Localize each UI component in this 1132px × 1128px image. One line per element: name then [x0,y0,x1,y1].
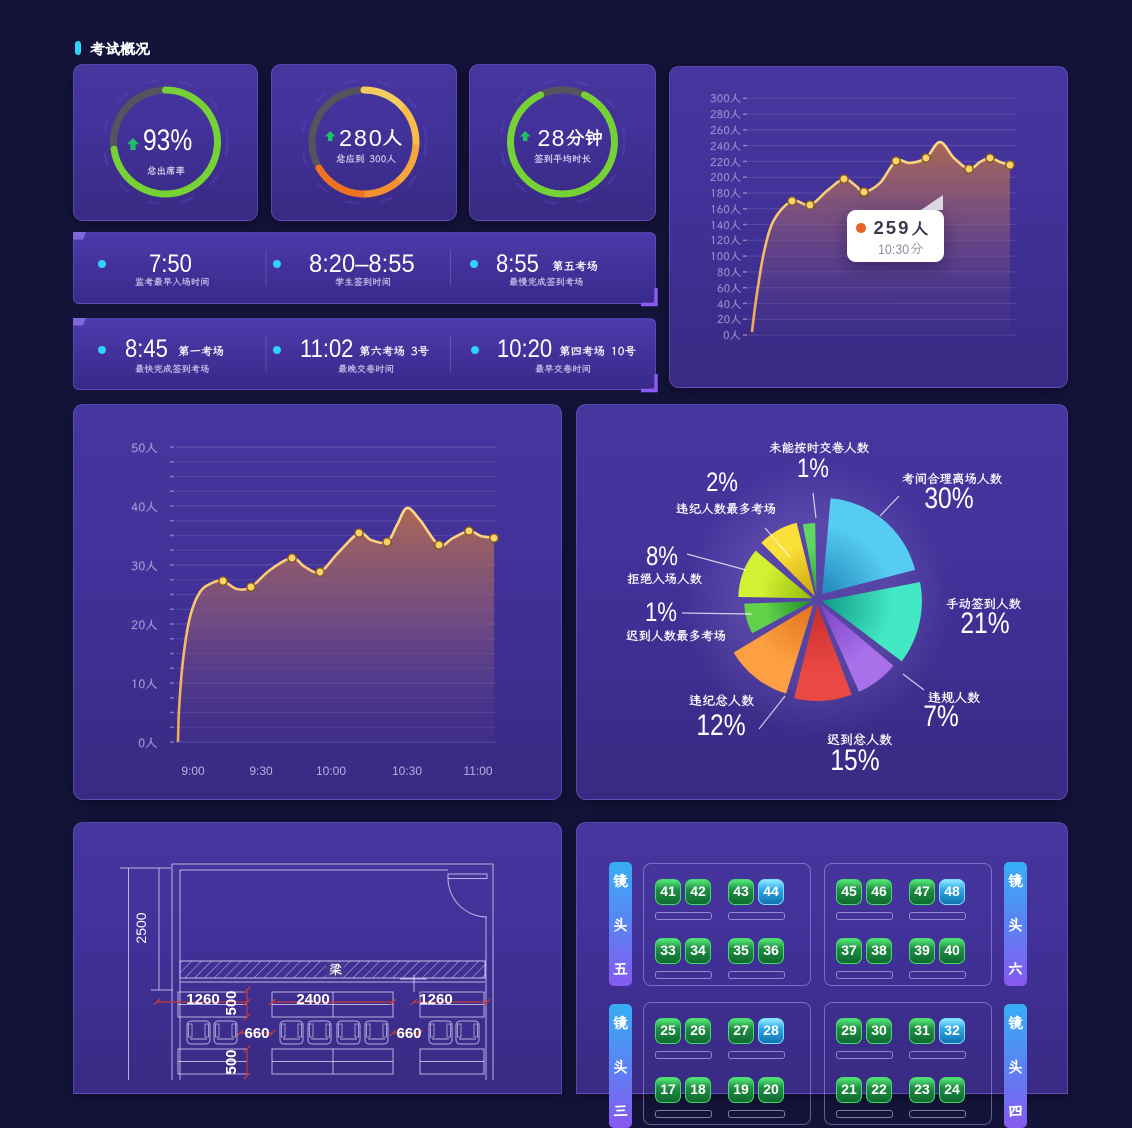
svg-text:2400: 2400 [296,991,329,1008]
svg-text:1260: 1260 [186,991,219,1008]
svg-text:2500: 2500 [133,912,149,943]
svg-text:500: 500 [223,990,240,1015]
svg-text:660: 660 [396,1025,421,1042]
svg-text:500: 500 [223,1049,240,1074]
svg-text:1260: 1260 [419,991,452,1008]
svg-text:660: 660 [244,1025,269,1042]
